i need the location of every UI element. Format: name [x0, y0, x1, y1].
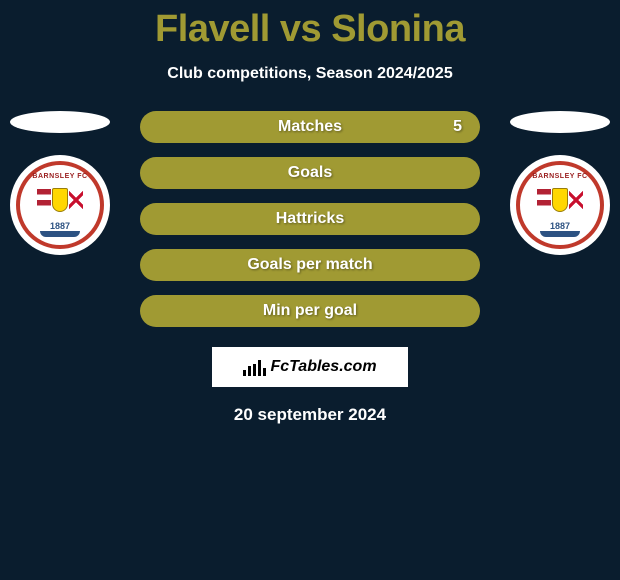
stat-row-goals: Goals — [140, 157, 480, 189]
stat-row-goals-per-match: Goals per match — [140, 249, 480, 281]
stat-label: Hattricks — [276, 210, 344, 228]
source-logo-text: FcTables.com — [270, 358, 376, 376]
stat-rows: Matches 5 Goals Hattricks Goals per matc… — [140, 111, 480, 327]
badge-crest-icon — [536, 180, 584, 220]
page-title: Flavell vs Slonina — [0, 0, 620, 51]
badge-inner: BARNSLEY FC 1887 — [16, 161, 104, 249]
badge-circle: BARNSLEY FC 1887 — [510, 155, 610, 255]
source-logo: FcTables.com — [243, 358, 376, 376]
badge-circle: BARNSLEY FC 1887 — [10, 155, 110, 255]
badge-club-name: BARNSLEY FC — [32, 173, 87, 180]
stat-label: Goals — [288, 164, 332, 182]
bars-icon — [243, 358, 266, 376]
badge-base-icon — [40, 231, 80, 237]
stat-label: Goals per match — [247, 256, 372, 274]
badge-crest-icon — [36, 180, 84, 220]
badge-base-icon — [540, 231, 580, 237]
stat-row-hattricks: Hattricks — [140, 203, 480, 235]
right-player-oval — [510, 111, 610, 133]
stat-row-min-per-goal: Min per goal — [140, 295, 480, 327]
stat-row-matches: Matches 5 — [140, 111, 480, 143]
date-text: 20 september 2024 — [0, 405, 620, 425]
badge-inner: BARNSLEY FC 1887 — [516, 161, 604, 249]
stat-label: Matches — [278, 118, 342, 136]
left-player-oval — [10, 111, 110, 133]
stat-value-right: 5 — [453, 118, 462, 136]
badge-year: 1887 — [50, 221, 70, 231]
badge-club-name: BARNSLEY FC — [532, 173, 587, 180]
badge-year: 1887 — [550, 221, 570, 231]
comparison-area: BARNSLEY FC 1887 BARNSLEY FC 1887 — [0, 111, 620, 425]
right-club-badge: BARNSLEY FC 1887 — [510, 155, 610, 255]
stat-label: Min per goal — [263, 302, 357, 320]
subtitle: Club competitions, Season 2024/2025 — [0, 65, 620, 83]
left-club-badge: BARNSLEY FC 1887 — [10, 155, 110, 255]
source-logo-box: FcTables.com — [212, 347, 408, 387]
